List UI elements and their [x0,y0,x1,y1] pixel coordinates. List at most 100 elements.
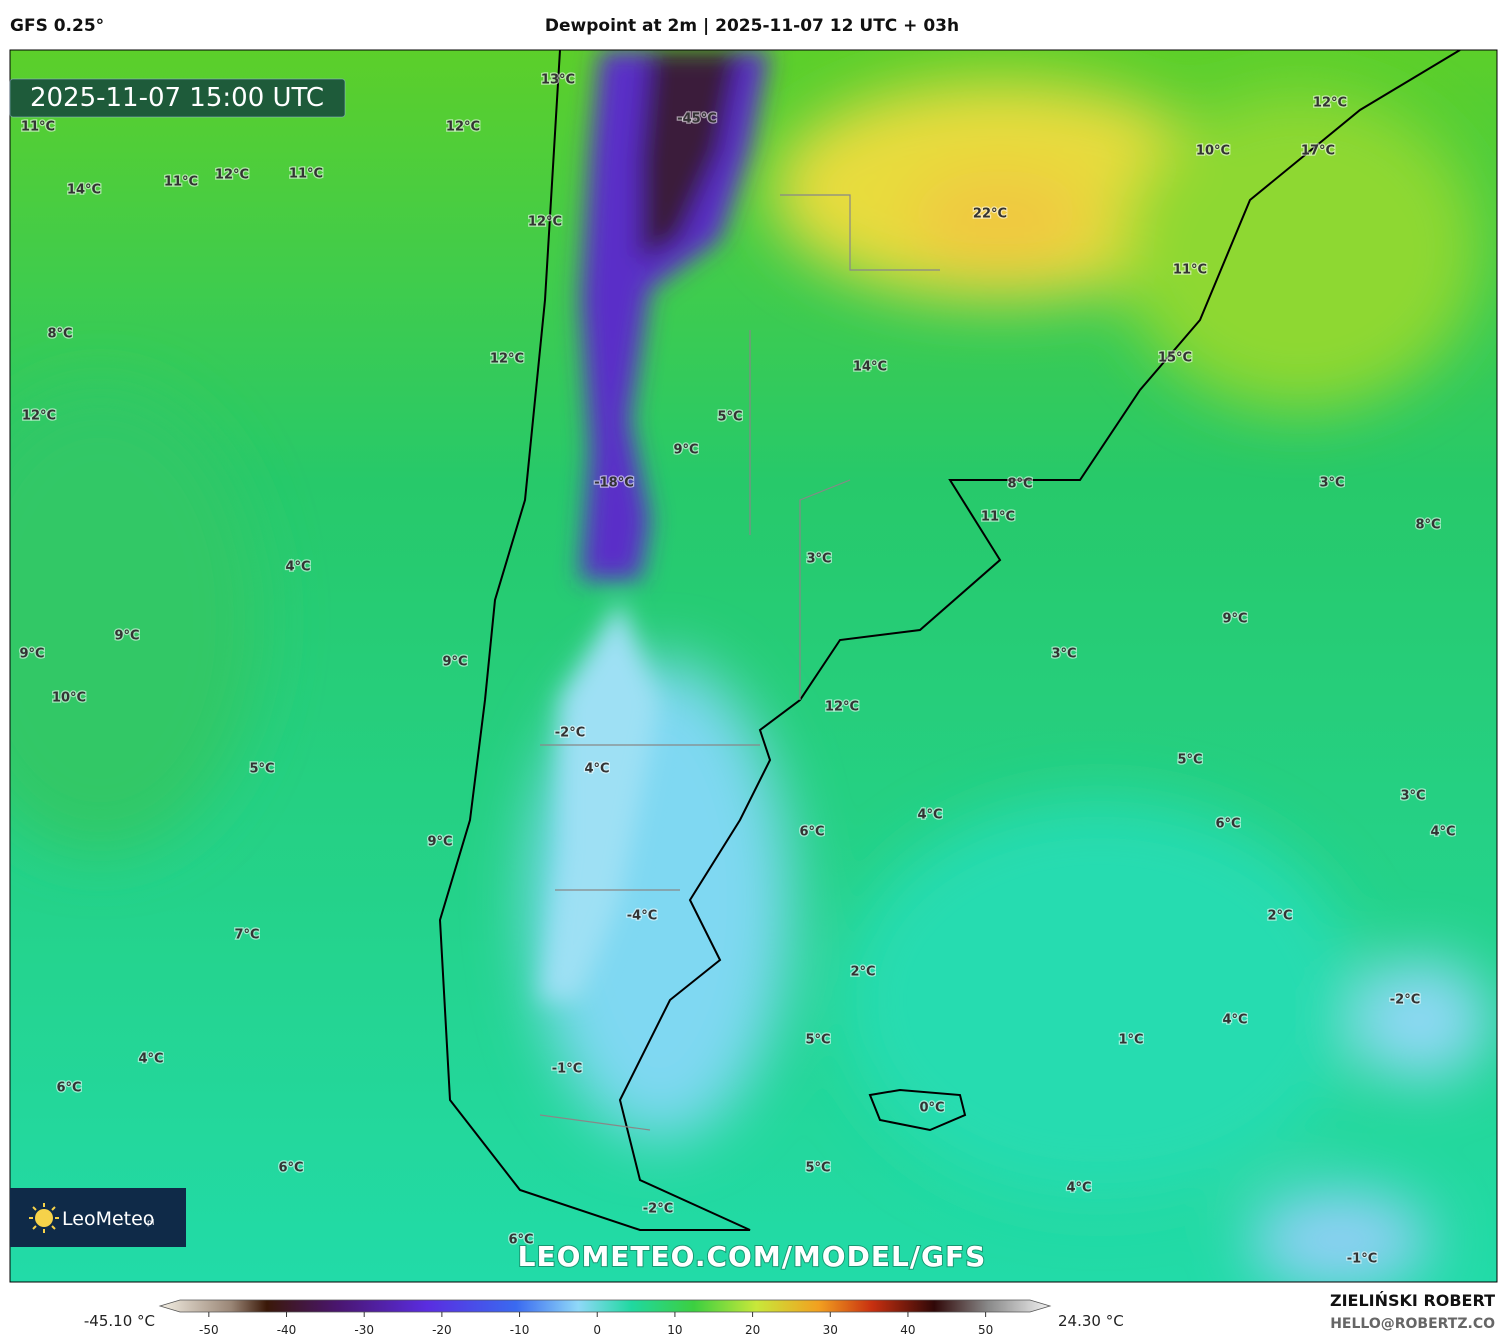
map-label: 10°C [1196,144,1230,159]
map-label: 4°C [917,808,942,823]
map-label: 5°C [805,1161,830,1176]
map-label: 12°C [215,168,249,183]
warm-area [1120,90,1480,410]
map-label: 14°C [67,183,101,198]
map-label: 4°C [138,1052,163,1067]
valid-time: 2025-11-07 15:00 UTC [30,83,324,113]
map-label: 5°C [717,410,742,425]
map-label: 14°C [853,360,887,375]
colorbar-tick-label: 40 [900,1323,915,1337]
map-label: 3°C [806,552,831,567]
colorbar: -50 -40 -30 -20 -10 0 10 20 30 40 50 [158,1299,1052,1337]
map-label: 12°C [446,120,480,135]
watermark: LEOMETEO.COM/MODEL/GFS [518,1240,987,1273]
map-label: 3°C [1051,647,1076,662]
dry-band [580,50,770,580]
logo-rays [29,1203,59,1233]
map-label: 12°C [490,352,524,367]
map-label: -2°C [643,1202,673,1217]
logo-suffix: pl [147,1218,154,1227]
map-label: -1°C [552,1062,582,1077]
dry-area [1250,1190,1430,1282]
model-name: GFS 0.25° [10,16,104,36]
colorbar-tick-label: -20 [432,1323,452,1337]
map-label: 6°C [799,825,824,840]
map-label: 2°C [1267,909,1292,924]
map-label: 0°C [919,1101,944,1116]
map-label: 15°C [1158,351,1192,366]
map-label: 1°C [1118,1033,1143,1048]
map-label: 17°C [1301,144,1335,159]
map-label: -2°C [1390,993,1420,1008]
labels: 13°C -45°C 12°C 10°C 17°C 11°C 12°C 14°C 11°C 12°… [18,71,1457,1268]
warm-core [910,170,1090,270]
map-label: -4°C [627,909,657,924]
map-label: 12°C [1313,96,1347,111]
logo-sun [35,1209,53,1227]
colorbar-ramp [158,1299,1052,1313]
moist-area [10,390,260,850]
map-label: 13°C [541,73,575,88]
dry-area [1350,960,1490,1080]
map-label: 9°C [19,647,44,662]
colorbar-tick-label: -10 [510,1323,530,1337]
map-label: 12°C [825,700,859,715]
map-field: 13°C -45°C 12°C 10°C 17°C 11°C 12°C 14°C 11°C 12°… [10,50,1497,1282]
map-label: 5°C [249,762,274,777]
map-frame [9,49,1498,1283]
map-label: 2°C [850,965,875,980]
colorbar-max: 24.30 °C [1058,1312,1124,1330]
map-label: 3°C [1400,789,1425,804]
andes-dry [540,50,770,1000]
colorbar-tick-label: 0 [593,1323,601,1337]
map-label: 12°C [22,409,56,424]
map-label: 7°C [234,928,259,943]
map-label: 12°C [528,215,562,230]
map-label: 8°C [1007,477,1032,492]
map-label: -45°C [677,112,717,127]
logo-text: LeoMeteo [62,1208,154,1230]
dry-core [640,50,740,260]
map-label: 5°C [1177,753,1202,768]
map-label: 6°C [278,1161,303,1176]
map-label: 6°C [56,1081,81,1096]
map-label: 9°C [673,443,698,458]
colorbar-tick-label: -40 [277,1323,297,1337]
map-label: 9°C [442,655,467,670]
dry-band [540,600,660,1000]
map-label: 8°C [1415,518,1440,533]
map-label: 6°C [508,1233,533,1248]
moist-area [840,800,1360,1200]
colorbar-min: -45.10 °C [84,1312,155,1330]
map-label: -1°C [1347,1252,1377,1267]
colorbar-tick-label: 10 [667,1323,682,1337]
islands-outline [868,1088,967,1132]
map-label: 9°C [1222,612,1247,627]
borders [539,194,940,1131]
map-label: 11°C [289,167,323,182]
coastline [438,50,1461,1231]
map-label: 11°C [164,175,198,190]
map-label: 5°C [805,1033,830,1048]
colorbar-tick-label: 30 [823,1323,838,1337]
map-label: 9°C [427,835,452,850]
map-label: 8°C [47,327,72,342]
map-label: 11°C [1173,263,1207,278]
map-label: 10°C [52,691,86,706]
map-title: Dewpoint at 2m | 2025-11-07 12 UTC + 03h [545,16,959,36]
map-label: 4°C [1066,1181,1091,1196]
map-label: 22°C [973,207,1007,222]
map-label: 11°C [981,510,1015,525]
map-label: 4°C [285,560,310,575]
colorbar-tick-label: 50 [978,1323,993,1337]
map-label: 4°C [1430,825,1455,840]
map-label: 11°C [21,120,55,135]
map-label: 3°C [1319,476,1344,491]
time-box [9,78,346,118]
contact: HELLO@ROBERTZ.CO [1330,1316,1495,1332]
author: ZIELIŃSKI ROBERT [1330,1291,1495,1310]
colorbar-tick-label: -50 [199,1323,219,1337]
map-label: 9°C [114,629,139,644]
colorbar-tick-label: -30 [354,1323,374,1337]
